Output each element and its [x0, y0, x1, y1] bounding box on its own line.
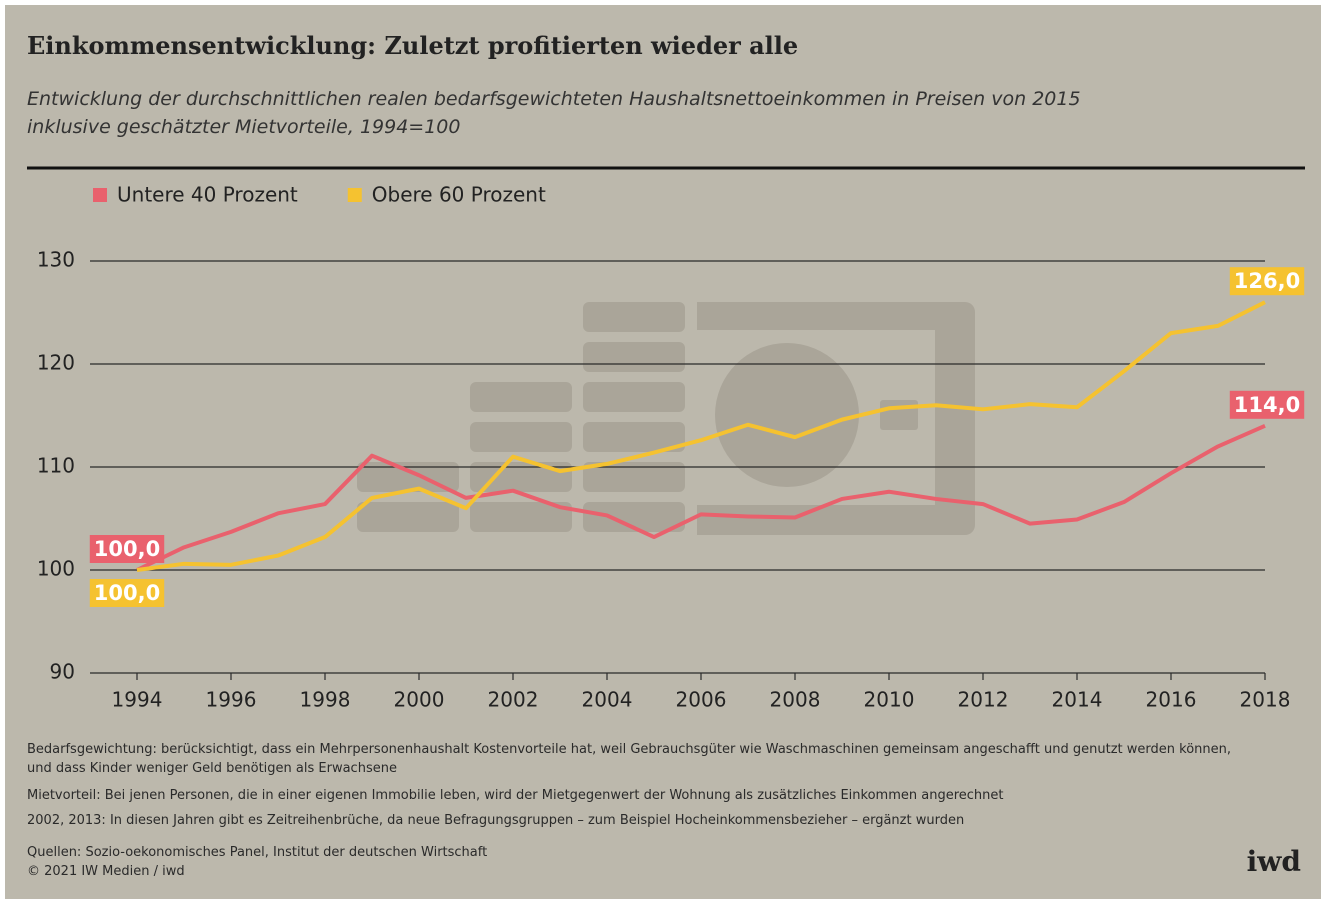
watermark	[357, 302, 975, 535]
logo: iwd	[1246, 845, 1301, 878]
legend-swatch	[93, 188, 107, 202]
legend-swatch	[347, 188, 362, 202]
value-label: 114,0	[1229, 390, 1305, 419]
x-tick-label: 2004	[582, 688, 633, 712]
chart: Untere 40 Prozent Obere 60 Prozent 90 100 11…	[27, 166, 1305, 712]
series-line	[136, 300, 1266, 572]
legend-label: Obere 60 Prozent	[372, 183, 546, 207]
y-tick-label: 90	[50, 660, 75, 684]
x-tick-label: 2018	[1240, 688, 1291, 712]
x-tick-label: 2002	[488, 688, 539, 712]
x-tick-label: 2010	[864, 688, 915, 712]
chart-subtitle: Entwicklung der durchschnittlichen reale…	[27, 88, 1081, 138]
value-label-text: 100,0	[94, 581, 160, 605]
value-label-box	[1229, 390, 1305, 419]
legend-label: Untere 40 Prozent	[117, 183, 298, 207]
x-tick-label: 2016	[1146, 688, 1197, 712]
copyright: © 2021 IW Medien / iwd	[27, 864, 185, 879]
x-tick-label: 2000	[394, 688, 445, 712]
chart-title: Einkommensentwicklung: Zuletzt profitier…	[27, 31, 799, 60]
value-label-box	[89, 535, 165, 563]
x-tick-label: 2008	[770, 688, 821, 712]
value-label-text: 126,0	[1234, 269, 1300, 293]
footnote: 2002, 2013: In diesen Jahren gibt es Zei…	[27, 813, 965, 828]
x-tick-label: 2014	[1052, 688, 1103, 712]
series-line	[136, 423, 1266, 572]
value-label: 100,0	[89, 535, 165, 563]
value-label-box	[89, 579, 165, 607]
y-tick-label: 110	[37, 454, 75, 478]
x-tick-label: 1998	[300, 688, 351, 712]
value-label: 126,0	[1229, 267, 1305, 296]
y-tick-label: 120	[37, 351, 75, 375]
footnote: Bedarfsgewichtung: berücksichtigt, dass …	[27, 742, 1231, 776]
x-tick-label: 1994	[112, 688, 163, 712]
value-label: 100,0	[89, 579, 165, 607]
y-tick-label: 130	[37, 248, 75, 272]
x-tick-label: 1996	[206, 688, 257, 712]
y-tick-label: 100	[37, 557, 75, 581]
value-label-text: 100,0	[94, 537, 160, 561]
footnote: Mietvorteil: Bei jenen Personen, die in …	[27, 788, 1004, 803]
x-tick-label: 2012	[958, 688, 1009, 712]
source: Quellen: Sozio-oekonomisches Panel, Inst…	[27, 845, 488, 860]
value-label-text: 114,0	[1234, 393, 1300, 417]
infographic: Untere 40 Prozent Obere 60 Prozent 90 100 11…	[5, 5, 1321, 899]
value-label-box	[1229, 267, 1305, 296]
x-tick-label: 2006	[676, 688, 727, 712]
